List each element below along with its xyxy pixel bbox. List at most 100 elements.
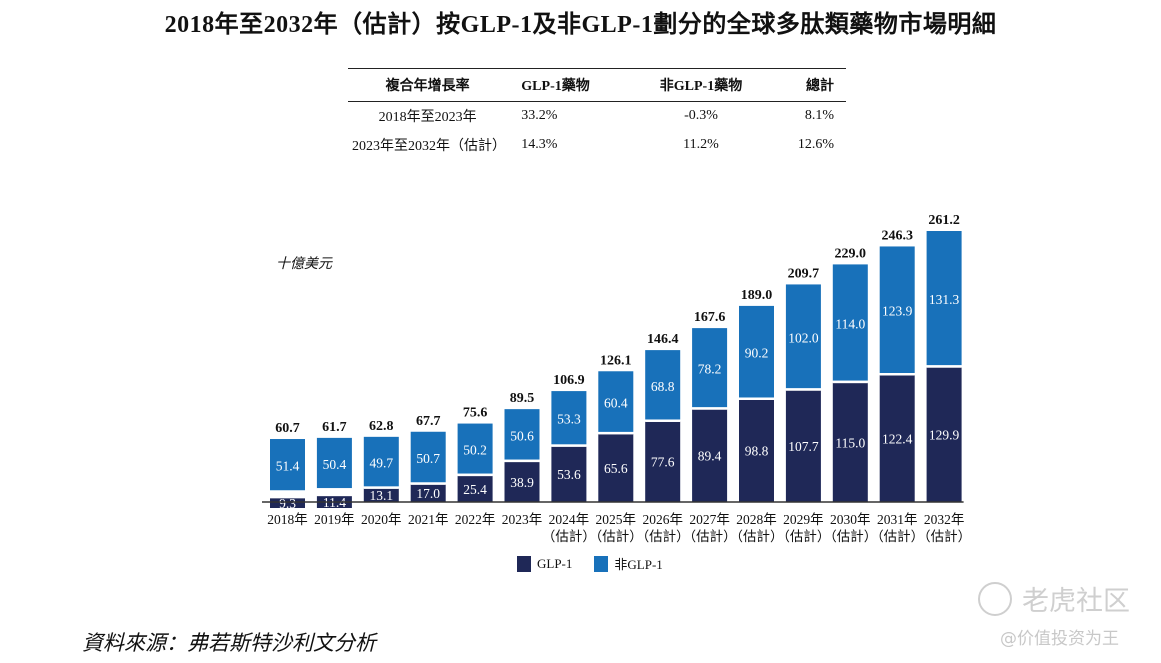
cagr-table: 複合年增長率 GLP-1藥物 非GLP-1藥物 總計 2018年至2023年 3… — [348, 68, 846, 160]
bar-segment-non-glp1 — [785, 284, 821, 389]
bar-segment-non-glp1 — [270, 439, 305, 491]
data-label-glp1: 115.0 — [835, 435, 865, 450]
data-label-glp1: 9.3 — [279, 496, 296, 511]
data-label-glp1: 17.0 — [416, 486, 440, 501]
bar-segment-glp1 — [692, 409, 728, 502]
data-label-total: 75.6 — [463, 406, 488, 421]
bar-segment-non-glp1 — [645, 350, 681, 420]
data-label-glp1: 107.7 — [788, 439, 819, 454]
x-tick-label: 2021年 — [408, 512, 449, 527]
x-tick-sublabel: （估計） — [917, 529, 971, 544]
data-label-total: 167.6 — [694, 310, 726, 325]
x-tick-label: 2022年 — [455, 512, 496, 527]
data-label-glp1: 38.9 — [510, 475, 534, 490]
x-tick-sublabel: （估計） — [730, 529, 784, 544]
chart-title: 2018年至2032年（估計）按GLP-1及非GLP-1劃分的全球多肽類藥物市場… — [164, 12, 997, 38]
bar-segment-non-glp1 — [551, 391, 587, 445]
legend-swatch-glp1 — [517, 555, 531, 572]
data-label-total: 60.7 — [275, 421, 300, 436]
data-label-total: 106.9 — [553, 373, 585, 388]
data-label-non-glp1: 60.4 — [604, 396, 628, 411]
x-tick-label: 2024年 — [549, 512, 590, 527]
data-label-glp1: 53.6 — [557, 467, 581, 482]
cagr-cell: 2018年至2023年 — [378, 110, 477, 125]
legend-item-non-glp1: 非GLP-1 — [594, 554, 663, 573]
data-label-total: 61.7 — [322, 420, 347, 435]
data-label-non-glp1: 53.3 — [557, 412, 581, 427]
tiger-logo-icon — [978, 581, 1012, 616]
legend-label: GLP-1 — [537, 555, 573, 571]
data-label-glp1: 89.4 — [698, 449, 722, 464]
cagr-header-row: 複合年增長率 GLP-1藥物 非GLP-1藥物 總計 — [348, 68, 846, 102]
data-label-non-glp1: 90.2 — [745, 346, 769, 361]
segment-divider — [832, 380, 868, 384]
legend: GLP-1 非GLP-1 — [517, 554, 685, 573]
segment-divider — [926, 365, 962, 368]
cagr-header: 複合年增長率 — [348, 68, 508, 102]
x-tick-label: 2020年 — [361, 512, 402, 527]
bar-segment-non-glp1 — [879, 246, 915, 374]
cagr-cell: 33.2% — [521, 108, 558, 123]
segment-divider — [879, 373, 915, 376]
data-label-total: 246.3 — [881, 228, 913, 243]
data-label-glp1: 77.6 — [651, 455, 675, 470]
bar-segment-non-glp1 — [926, 231, 962, 366]
x-tick-sublabel: （估計） — [636, 529, 690, 544]
data-label-total: 261.2 — [928, 213, 960, 228]
bar-segment-glp1 — [645, 421, 681, 502]
legend-label: 非GLP-1 — [614, 557, 663, 572]
cagr-row: 2023年至2032年（估計） 14.3% 11.2% 12.6% — [348, 131, 846, 160]
segment-divider — [363, 486, 399, 489]
x-tick-sublabel: （估計） — [683, 529, 737, 544]
data-label-non-glp1: 131.3 — [929, 292, 960, 307]
x-tick-sublabel: （估計） — [776, 529, 830, 544]
segment-divider — [692, 407, 728, 410]
x-tick-label: 2018年 — [267, 512, 308, 527]
bar-segment-glp1 — [739, 399, 774, 502]
bar-segment-glp1 — [926, 367, 962, 502]
bar-segment-non-glp1 — [739, 305, 774, 398]
bar-segment-glp1 — [598, 433, 634, 502]
data-label-total: 209.7 — [788, 266, 820, 281]
bar-segment-glp1 — [270, 498, 305, 508]
x-tick-label: 2023年 — [502, 512, 543, 527]
watermark-brand: 老虎社区 — [978, 579, 1130, 618]
segment-divider — [316, 488, 352, 491]
data-label-glp1: 98.8 — [745, 444, 769, 459]
bar-segment-glp1 — [410, 484, 446, 502]
data-label-non-glp1: 50.7 — [416, 451, 440, 466]
bar-segment-glp1 — [504, 461, 540, 502]
cagr-cell: 14.3% — [521, 137, 558, 152]
data-label-non-glp1: 50.4 — [323, 457, 347, 472]
data-label-non-glp1: 78.2 — [698, 362, 722, 377]
data-label-glp1: 65.6 — [604, 461, 628, 476]
data-label-glp1: 129.9 — [929, 428, 960, 443]
data-label-total: 89.5 — [510, 391, 535, 406]
x-tick-label: 2027年 — [689, 512, 730, 527]
bar-segment-glp1 — [879, 375, 915, 502]
segment-divider — [739, 397, 774, 400]
data-label-non-glp1: 50.2 — [463, 443, 487, 458]
bar-segment-non-glp1 — [832, 264, 868, 381]
segment-divider — [410, 482, 446, 485]
source-note: 資料來源：弗若斯特沙利文分析 — [82, 631, 376, 655]
data-label-glp1: 13.1 — [369, 488, 393, 503]
cagr-cell: -0.3% — [684, 108, 718, 123]
x-tick-sublabel: （估計） — [870, 529, 924, 544]
data-label-non-glp1: 49.7 — [369, 456, 393, 471]
x-tick-label: 2031年 — [877, 512, 918, 527]
segment-divider — [785, 388, 821, 391]
bar-segment-non-glp1 — [504, 409, 540, 460]
data-label-non-glp1: 68.8 — [651, 379, 675, 394]
data-label-non-glp1: 114.0 — [835, 317, 865, 332]
data-label-non-glp1: 51.4 — [276, 459, 300, 474]
data-label-total: 189.0 — [741, 288, 773, 303]
bar-segment-non-glp1 — [457, 423, 493, 474]
cagr-cell: 12.6% — [797, 137, 834, 152]
bar-segment-non-glp1 — [363, 436, 399, 487]
cagr-row: 2018年至2023年 33.2% -0.3% 8.1% — [348, 102, 846, 132]
bar-segment-glp1 — [551, 446, 587, 502]
data-label-glp1: 122.4 — [882, 432, 913, 447]
bar-segment-non-glp1 — [410, 431, 446, 483]
